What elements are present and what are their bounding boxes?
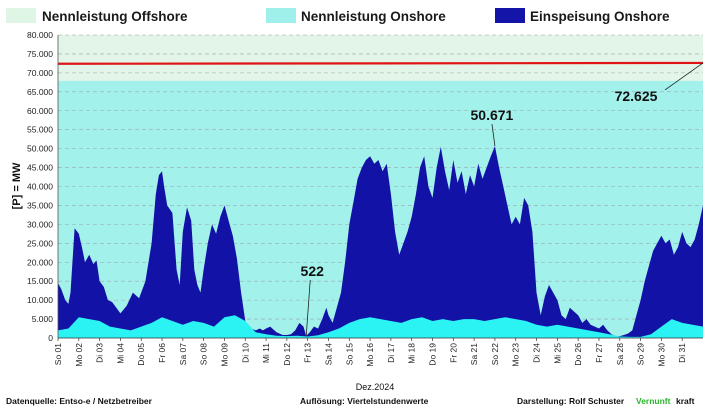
annotation-leader-capacity — [664, 62, 704, 91]
x-tick-label: Mo 30 — [656, 343, 666, 367]
annotation-leader-min — [305, 279, 311, 337]
x-tick-label: Di 17 — [386, 343, 396, 363]
annotation-leader-max — [491, 124, 496, 147]
y-tick-label: 75.000 — [27, 49, 53, 59]
y-tick-label: 50.000 — [27, 144, 53, 154]
x-tick-label: Di 24 — [532, 343, 542, 363]
y-tick-label: 55.000 — [27, 125, 53, 135]
x-tick-label: So 29 — [636, 343, 646, 365]
x-tick-label: Mi 11 — [261, 343, 271, 363]
footer-resolution: Auflösung: Viertelstundenwerte — [300, 396, 429, 406]
x-tick-label: So 01 — [53, 343, 63, 365]
y-tick-labels: 0 5.000 10.000 15.000 20.000 25.000 30.000 35.0… — [27, 30, 53, 343]
legend-label-onshore: Nennleistung Onshore — [301, 9, 446, 24]
capacity-line — [57, 61, 704, 65]
x-tick-label: Fr 13 — [303, 343, 313, 363]
y-tick-label: 30.000 — [27, 219, 53, 229]
annotation-capacity: 72.625 — [615, 88, 658, 104]
annotation-min: 522 — [301, 263, 325, 279]
legend-label-offshore: Nennleistung Offshore — [42, 9, 188, 24]
y-tick-label: 80.000 — [27, 30, 53, 40]
y-axis-label: [P] = MW — [11, 162, 23, 209]
x-tick-label: So 08 — [199, 343, 209, 365]
annotations: 50.671 522 72.625 — [301, 62, 704, 337]
y-tick-label: 25.000 — [27, 238, 53, 248]
y-tick-label: 20.000 — [27, 257, 53, 267]
x-tick-label: Di 03 — [95, 343, 105, 363]
y-tick-label: 60.000 — [27, 106, 53, 116]
x-tick-label: So 15 — [344, 343, 354, 365]
feed-in-base-area — [58, 315, 703, 338]
x-tick-label: Mo 23 — [511, 343, 521, 367]
x-tick-label: Di 31 — [677, 343, 687, 363]
x-tick-label: Mi 25 — [552, 343, 562, 364]
y-tick-label: 65.000 — [27, 87, 53, 97]
y-tick-label: 70.000 — [27, 68, 53, 78]
x-tick-label: Do 26 — [573, 343, 583, 366]
y-tick-label: 15.000 — [27, 276, 53, 286]
x-tick-label: Sa 21 — [469, 343, 479, 365]
x-tick-label: Sa 14 — [323, 343, 333, 365]
x-tick-label: Sa 28 — [615, 343, 625, 365]
x-tick-label: Fr 20 — [448, 343, 458, 363]
x-tick-label: Mi 04 — [115, 343, 125, 364]
footer-author: Darstellung: Rolf Schuster — [517, 396, 625, 406]
y-tick-label: 45.000 — [27, 163, 53, 173]
feed-in-area — [58, 146, 703, 338]
y-tick-label: 5.000 — [32, 314, 54, 324]
x-tick-label: Mi 18 — [407, 343, 417, 364]
x-tick-label: Mo 16 — [365, 343, 375, 367]
y-tick-label: 10.000 — [27, 295, 53, 305]
annotation-max: 50.671 — [471, 107, 514, 123]
x-tick-label: Fr 06 — [157, 343, 167, 363]
footer-source: Datenquelle: Entso-e / Netzbetreiber — [6, 396, 153, 406]
x-tick-label: Do 19 — [428, 343, 438, 366]
x-tick-label: So 22 — [490, 343, 500, 365]
legend-swatch-onshore — [266, 8, 296, 23]
x-tick-label: Di 10 — [240, 343, 250, 363]
legend: Nennleistung Offshore Nennleistung Onsho… — [6, 8, 670, 24]
x-axis-label: Dez.2024 — [356, 382, 395, 392]
x-tick-label: Mo 09 — [219, 343, 229, 367]
x-tick-label: Sa 07 — [178, 343, 188, 365]
y-tick-label: 0 — [48, 333, 53, 343]
footer-brand-kraft: kraft — [676, 396, 695, 406]
x-tick-label: Mo 02 — [74, 343, 84, 367]
footer-brand-vernunft: Vernunft — [636, 396, 671, 406]
plot-area — [57, 34, 704, 339]
legend-swatch-feed-in — [495, 8, 525, 23]
legend-swatch-offshore — [6, 8, 36, 23]
x-tick-label: Do 12 — [282, 343, 292, 366]
y-tick-label: 35.000 — [27, 200, 53, 210]
legend-label-feed-in: Einspeisung Onshore — [530, 9, 670, 24]
x-tick-label: Fr 27 — [594, 343, 604, 363]
x-tick-labels: So 01 Mo 02 Di 03 Mi 04 Do 05 Fr 06 Sa 07 So 08… — [53, 338, 687, 367]
x-tick-label: Do 05 — [136, 343, 146, 366]
footer: Datenquelle: Entso-e / Netzbetreiber Auf… — [6, 396, 695, 406]
y-tick-label: 40.000 — [27, 182, 53, 192]
